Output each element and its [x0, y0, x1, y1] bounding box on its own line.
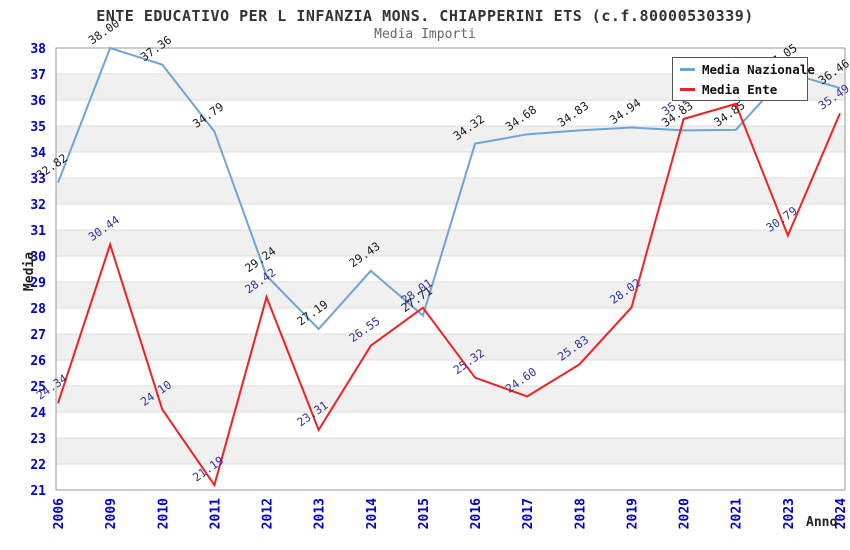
y-tick-label: 35	[30, 120, 46, 135]
grid-band	[56, 178, 845, 204]
y-tick-label: 31	[30, 224, 46, 239]
y-tick-label: 38	[30, 42, 46, 57]
legend: Media Nazionale Media Ente	[672, 57, 815, 101]
legend-label: Media Nazionale	[702, 61, 815, 77]
grid-band	[56, 334, 845, 360]
x-tick-label: 2009	[104, 498, 119, 529]
series-line-media-ente	[57, 102, 841, 488]
x-tick-label: 2023	[782, 498, 797, 529]
y-tick-label: 34	[30, 146, 46, 161]
y-tick-label: 37	[30, 68, 46, 83]
x-axis-title: Anno	[806, 515, 838, 530]
y-tick-label: 32	[30, 198, 46, 213]
x-tick-label: 2011	[208, 498, 223, 529]
x-tick-label: 2024	[834, 498, 849, 529]
x-tick-label: 2018	[573, 498, 588, 529]
x-tick-label: 2021	[730, 498, 745, 529]
point-label: 34.85	[711, 98, 747, 129]
x-tick-label: 2015	[417, 498, 432, 529]
x-tick-label: 2006	[52, 498, 67, 529]
legend-label: Media Ente	[702, 81, 778, 97]
x-tick-label: 2014	[365, 498, 380, 529]
y-tick-label: 33	[30, 172, 46, 187]
x-tick-label: 2013	[313, 498, 328, 529]
y-tick-label: 29	[30, 276, 46, 291]
y-tick-label: 30	[30, 250, 46, 265]
point-label: 34.83	[555, 98, 591, 129]
y-tick-label: 28	[30, 302, 46, 317]
chart-subtitle: Media Importi	[374, 27, 476, 42]
grid-band	[56, 438, 845, 464]
media-ente-line-swatch-icon	[680, 87, 695, 91]
y-tick-label: 23	[30, 432, 46, 447]
media-nazionale-line-swatch-icon	[680, 67, 695, 71]
y-tick-label: 22	[30, 458, 46, 473]
x-tick-label: 2016	[469, 498, 484, 529]
chart-title: ENTE EDUCATIVO PER L INFANZIA MONS. CHIA…	[96, 7, 754, 25]
grid-band	[56, 386, 845, 412]
series-line-media-nazionale	[57, 46, 841, 331]
x-tick-label: 2019	[625, 498, 640, 529]
plot-border	[55, 47, 846, 491]
y-tick-label: 36	[30, 94, 46, 109]
y-tick-label: 27	[30, 328, 46, 343]
x-tick-label: 2017	[521, 498, 536, 529]
x-tick-label: 2012	[261, 498, 276, 529]
y-tick-label: 25	[30, 380, 46, 395]
legend-item-media-ente: Media Ente	[680, 82, 800, 97]
grid-band	[56, 230, 845, 256]
y-tick-label: 21	[30, 484, 46, 499]
legend-item-media-nazionale: Media Nazionale	[680, 62, 815, 77]
x-tick-label: 2020	[678, 498, 693, 529]
y-tick-label: 24	[30, 406, 46, 421]
x-tick-label: 2010	[156, 498, 171, 529]
grid-band	[56, 282, 845, 308]
y-tick-label: 26	[30, 354, 46, 369]
point-label: 38.00	[86, 16, 122, 47]
